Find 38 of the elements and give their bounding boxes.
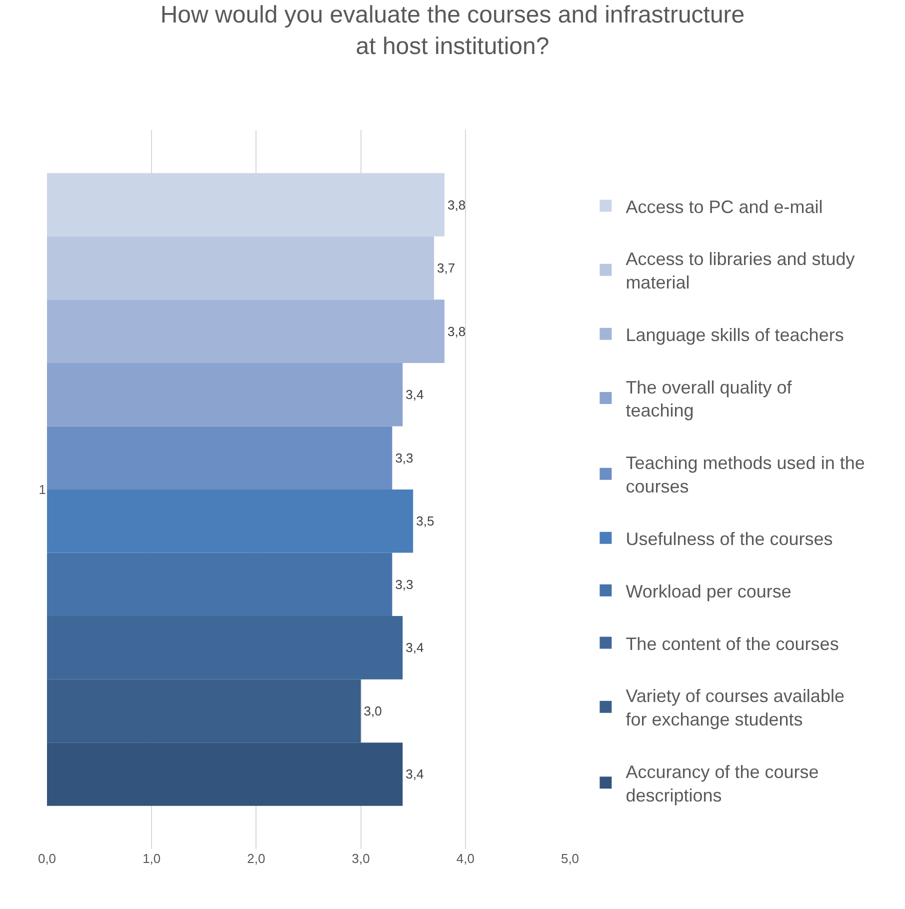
bar [47, 426, 392, 490]
legend-label: The overall quality of teaching [626, 377, 793, 421]
bar [47, 679, 361, 743]
bar [47, 616, 403, 680]
bar [47, 173, 444, 236]
legend-label: Usefulness of the courses [626, 528, 833, 549]
legend-label: Language skills of teachers [626, 324, 844, 345]
bar [47, 236, 434, 300]
x-tick-label: 2,0 [247, 851, 266, 866]
x-tick-label: 0,0 [38, 851, 56, 866]
data-label: 3,8 [447, 197, 466, 212]
data-label: 3,0 [364, 703, 382, 718]
x-tick-label: 3,0 [352, 851, 370, 866]
y-tick-label: 1 [38, 482, 46, 498]
data-label: 3,5 [416, 514, 434, 529]
data-label: 3,7 [437, 260, 456, 276]
x-tick-label: 5,0 [560, 851, 580, 866]
legend-label: Access to PC and e-mail [626, 196, 823, 217]
legend-label: Teaching methods used in the courses [626, 453, 865, 497]
chart-title: How would you evaluate the courses and infrastructure at host institution? [160, 2, 745, 60]
bar [47, 300, 444, 363]
bar [47, 742, 403, 806]
data-label: 3,3 [395, 576, 414, 592]
bar [47, 490, 414, 553]
legend-label: Workload per course [626, 581, 792, 602]
x-tick-label: 4,0 [456, 851, 474, 866]
data-label: 3,4 [406, 387, 424, 402]
data-label: 3,8 [447, 324, 466, 339]
data-label: 3,3 [395, 450, 414, 466]
legend-label: Variety of courses available for exchange students [626, 686, 844, 730]
bar [47, 552, 392, 616]
legend-label: Access to libraries and study material [626, 249, 855, 293]
bar [47, 362, 403, 426]
data-label: 3,4 [406, 640, 424, 656]
data-label: 3,4 [406, 766, 424, 782]
legend-label: The content of the courses [626, 634, 839, 654]
legend-label: Accurancy of the course descriptions [626, 762, 819, 806]
x-tick-label: 1,0 [142, 851, 161, 866]
